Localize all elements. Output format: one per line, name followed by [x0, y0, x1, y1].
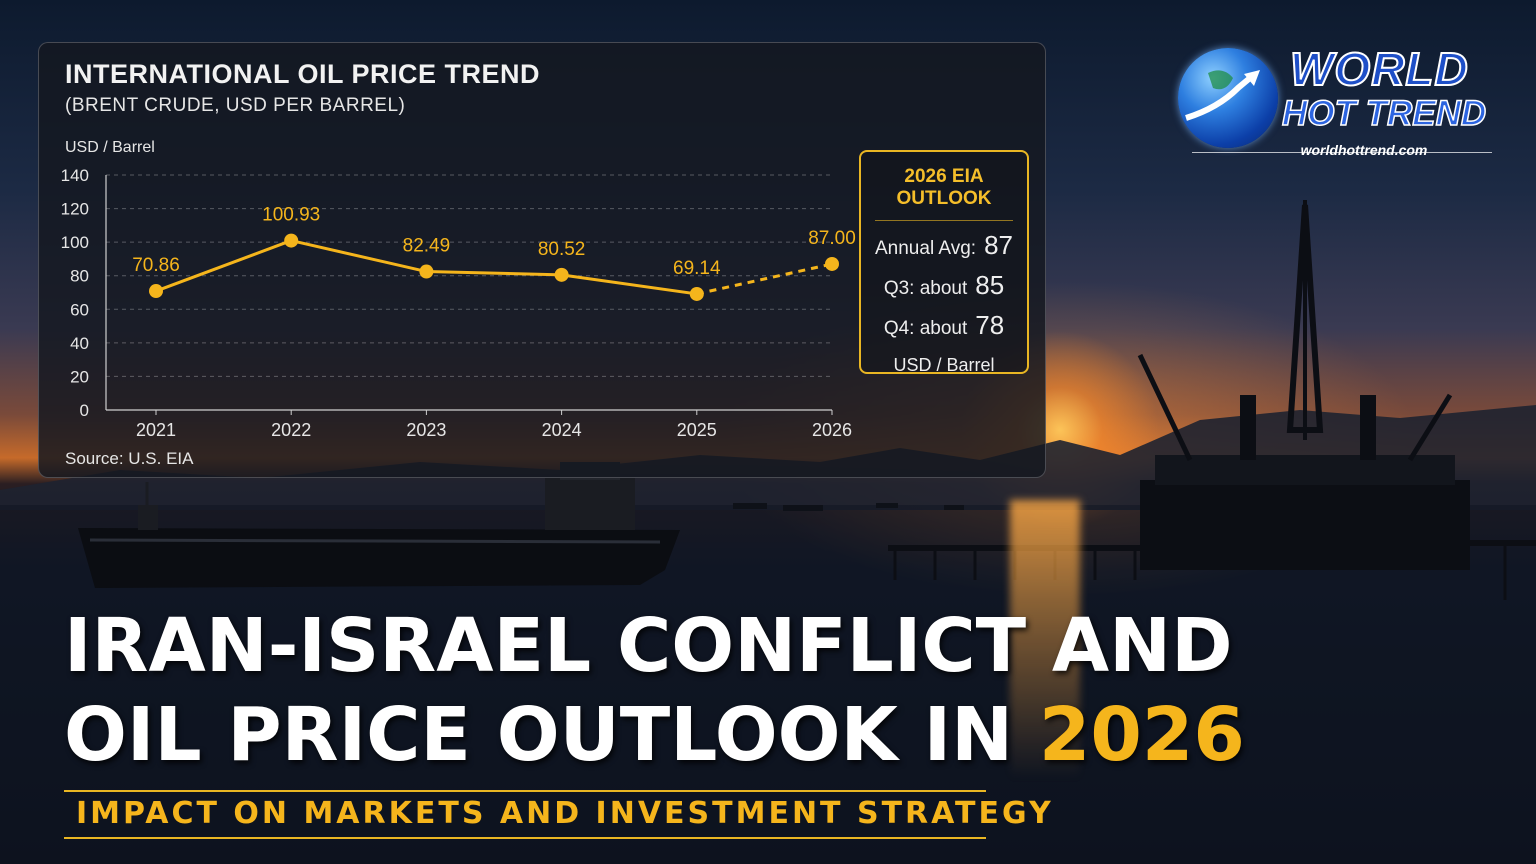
- logo-word-hot-trend: HOT TREND: [1281, 93, 1487, 134]
- data-point: [825, 256, 839, 271]
- data-label: 82.49: [403, 236, 451, 257]
- y-tick-label: 100: [61, 233, 89, 252]
- outlook-label: Annual Avg:: [875, 238, 977, 259]
- x-tick-label: 2023: [406, 420, 446, 440]
- headline: IRAN-ISRAEL CONFLICT AND OIL PRICE OUTLO…: [64, 602, 1245, 780]
- subtitle-bar: IMPACT ON MARKETS AND INVESTMENT STRATEG…: [64, 790, 1054, 839]
- data-point: [149, 284, 163, 299]
- outlook-label: Q4: about: [883, 318, 968, 339]
- outlook-title: 2026 EIA OUTLOOK: [896, 166, 992, 209]
- y-tick-label: 80: [70, 267, 89, 286]
- logo-divider: [1192, 152, 1492, 153]
- x-tick-label: 2021: [136, 420, 176, 440]
- data-point: [554, 267, 569, 282]
- headline-line-2-text: OIL PRICE OUTLOOK IN: [64, 692, 1039, 778]
- outlook-divider: [875, 220, 1013, 221]
- y-axis-label: USD / Barrel: [65, 139, 155, 156]
- outlook-value: 87: [984, 230, 1013, 260]
- brand-logo[interactable]: WORLD HOT TREND worldhottrend.com: [1172, 42, 1502, 162]
- x-tick-label: 2026: [812, 420, 852, 440]
- chart-source: Source: U.S. EIA: [65, 449, 194, 468]
- outlook-row-annual: Annual Avg: 87: [861, 230, 1027, 261]
- forecast-line-segment: [696, 262, 833, 296]
- subtitle-text: IMPACT ON MARKETS AND INVESTMENT STRATEG…: [76, 796, 1054, 831]
- series-line-segment: [426, 270, 562, 277]
- outlook-box: 2026 EIA OUTLOOK Annual Avg: 87 Q3: abou…: [859, 150, 1029, 375]
- y-tick-label: 120: [61, 200, 89, 219]
- data-point: [689, 286, 704, 301]
- logo-url: worldhottrend.com: [1300, 142, 1428, 158]
- data-point: [284, 233, 299, 248]
- outlook-unit: USD / Barrel: [893, 355, 995, 375]
- data-label: 87.00: [808, 228, 856, 249]
- y-tick-label: 20: [70, 367, 89, 386]
- outlook-value: 85: [975, 270, 1005, 300]
- data-label: 100.93: [262, 205, 320, 226]
- y-tick-label: 40: [70, 334, 89, 353]
- series-line-segment: [155, 239, 292, 293]
- chart-title: INTERNATIONAL OIL PRICE TREND: [65, 59, 541, 89]
- series-line-segment: [290, 239, 427, 273]
- outlook-row-q3: Q3: about 85: [861, 270, 1027, 301]
- chart-panel: INTERNATIONAL OIL PRICE TREND (BRENT CRU…: [38, 42, 1046, 478]
- data-label: 80.52: [538, 239, 586, 260]
- series-line-segment: [561, 273, 698, 296]
- outlook-label: Q3: about: [883, 278, 968, 299]
- globe-icon: [1178, 48, 1278, 148]
- outlook-row-q4: Q4: about 78: [861, 310, 1027, 341]
- data-label: 70.86: [132, 255, 180, 276]
- x-tick-label: 2022: [271, 420, 311, 440]
- x-tick-label: 2025: [677, 420, 717, 440]
- y-tick-label: 140: [61, 166, 89, 185]
- line-chart: 0 20 40 60 80 100 120 140 2021 2022 2023 2024 2025 20…: [61, 166, 856, 440]
- chart-subtitle: (BRENT CRUDE, USD PER BARREL): [65, 95, 406, 116]
- data-label: 69.14: [673, 258, 721, 279]
- outlook-value: 78: [975, 310, 1005, 340]
- headline-line-2: OIL PRICE OUTLOOK IN 2026: [64, 691, 1245, 780]
- headline-line-1: IRAN-ISRAEL CONFLICT AND: [64, 603, 1233, 689]
- x-tick-label: 2024: [542, 420, 582, 440]
- logo-word-world: WORLD: [1289, 42, 1469, 96]
- y-tick-label: 0: [80, 401, 89, 420]
- y-tick-label: 60: [70, 300, 89, 319]
- data-point: [419, 264, 434, 279]
- headline-year: 2026: [1038, 692, 1245, 778]
- sun-reflection: [1010, 500, 1080, 780]
